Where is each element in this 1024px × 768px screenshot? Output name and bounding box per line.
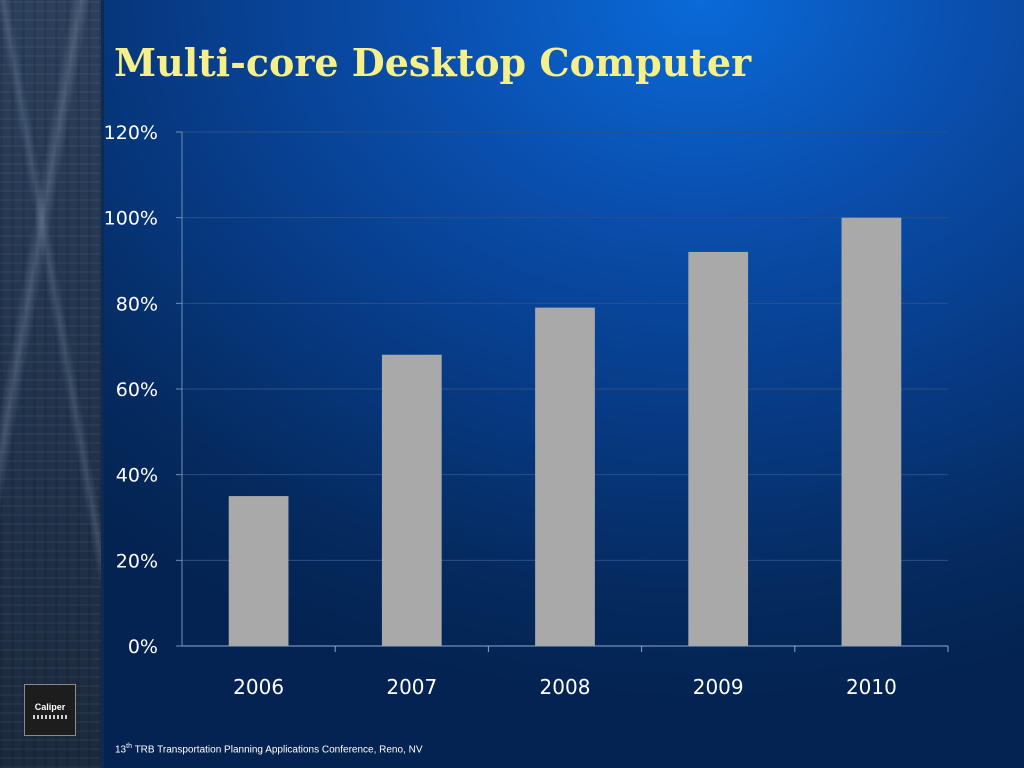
bar-2009 — [688, 251, 749, 646]
y-tick-label: 60% — [116, 379, 158, 401]
x-tick-label-2006: 2006 — [233, 675, 284, 699]
caliper-logo: Caliper — [24, 684, 76, 736]
aerial-photo-strip — [0, 0, 103, 768]
bar-2007 — [381, 354, 442, 646]
x-tick-label-2007: 2007 — [386, 675, 437, 699]
bar-2006 — [228, 496, 289, 646]
footer-number: 13 — [115, 744, 127, 756]
bar-2010 — [841, 217, 902, 646]
x-tick-label-2009: 2009 — [693, 675, 744, 699]
slide-title: Multi-core Desktop Computer — [114, 40, 752, 85]
strip-divider — [101, 0, 104, 768]
logo-text: Caliper — [34, 701, 66, 712]
axes — [181, 132, 949, 652]
bar-2008 — [535, 307, 595, 646]
footer-superscript: th — [126, 743, 132, 750]
y-tick-label: 20% — [116, 550, 158, 572]
y-tick-label: 40% — [116, 465, 158, 487]
x-tick-label-2010: 2010 — [846, 675, 897, 699]
bars — [228, 217, 902, 646]
y-tick-label: 100% — [104, 208, 158, 230]
footer-caption: 13th TRB Transportation Planning Applica… — [115, 743, 423, 755]
footer-text: TRB Transportation Planning Applications… — [131, 744, 423, 756]
y-tick-label: 0% — [128, 636, 158, 658]
y-tick-label: 80% — [116, 293, 158, 315]
x-tick-label-2008: 2008 — [540, 675, 591, 699]
logo-ruler-mark — [33, 714, 67, 719]
axis-labels: 0% 20% 40% 60% 80% 100% 120% 2006 2007 2008 2009 20… — [104, 122, 897, 699]
y-tick-label: 120% — [104, 122, 158, 144]
